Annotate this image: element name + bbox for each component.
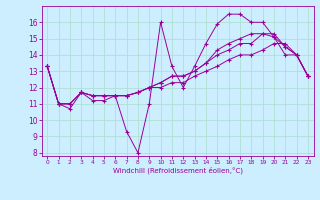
X-axis label: Windchill (Refroidissement éolien,°C): Windchill (Refroidissement éolien,°C) <box>113 167 243 174</box>
